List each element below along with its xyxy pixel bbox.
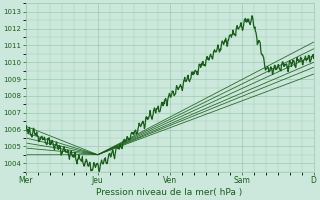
X-axis label: Pression niveau de la mer( hPa ): Pression niveau de la mer( hPa ) [97,188,243,197]
